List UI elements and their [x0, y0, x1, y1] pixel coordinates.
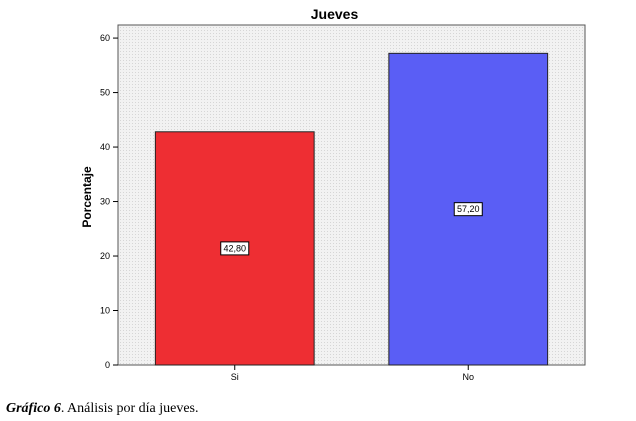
caption-label: Gráfico 6 [6, 401, 61, 416]
y-tick-label: 60 [100, 33, 110, 43]
y-axis-label: Porcentaje [80, 166, 94, 228]
data-label-si: 42,80 [223, 243, 246, 253]
y-tick-label: 40 [100, 142, 110, 152]
figure-caption: Gráfico 6. Análisis por día jueves. [6, 401, 198, 417]
y-tick-label: 50 [100, 88, 110, 98]
chart-title: Jueves [311, 6, 359, 22]
data-label-box [220, 241, 250, 256]
bar-chart: 42,80 57,20 0 10 20 30 40 50 60 Si No Jueves Por… [80, 6, 586, 382]
x-tick-label-no: No [462, 372, 474, 382]
y-tick-label: 0 [105, 360, 110, 370]
caption-text: . Análisis por día jueves. [60, 401, 199, 416]
y-tick-label: 20 [100, 251, 110, 261]
data-label-box [453, 202, 483, 217]
x-tick-label-si: Si [231, 372, 239, 382]
y-tick-label: 10 [100, 306, 110, 316]
data-label-no: 57,20 [457, 204, 480, 214]
y-tick-label: 30 [100, 197, 110, 207]
